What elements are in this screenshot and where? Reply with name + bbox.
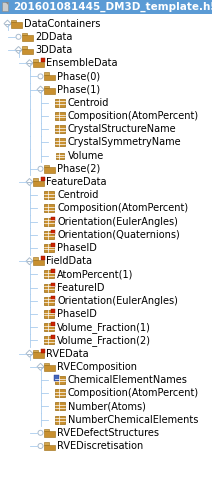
Bar [44,442,49,444]
Bar [51,309,55,313]
Text: NumberChemicalElements: NumberChemicalElements [68,414,198,424]
Bar [33,59,38,62]
Bar [55,99,65,107]
Bar [33,62,44,67]
Bar [44,88,55,94]
Text: Composition(AtomPercent): Composition(AtomPercent) [57,204,188,214]
Bar [44,444,55,450]
Bar [44,86,49,88]
Text: FeatureID: FeatureID [57,282,105,292]
Text: RVEData: RVEData [46,348,89,358]
Bar [44,244,54,252]
Text: Centroid: Centroid [57,190,98,200]
Bar [33,178,38,180]
Text: Composition(AtomPercent): Composition(AtomPercent) [68,388,199,398]
Text: ChemicalElementNames: ChemicalElementNames [68,375,188,385]
Bar [55,138,65,146]
Bar [22,46,27,48]
Bar [44,75,55,80]
Bar [44,284,54,292]
Bar [51,270,55,274]
Bar [44,323,54,331]
Text: Orientation(EulerAngles): Orientation(EulerAngles) [57,296,178,306]
Text: Phase(2): Phase(2) [57,164,100,174]
Bar [44,297,54,305]
Bar [0,0,212,14]
Text: Volume_Fraction(2): Volume_Fraction(2) [57,335,151,346]
Text: 2DData: 2DData [35,32,72,42]
Bar [55,389,65,397]
Text: CrystalSymmetryName: CrystalSymmetryName [68,138,182,147]
Bar [33,257,38,260]
Bar [11,20,16,22]
Bar [22,33,27,35]
Bar [44,429,49,432]
Text: 3DData: 3DData [35,45,72,55]
Text: CrystalStructureName: CrystalStructureName [68,124,177,134]
Bar [55,125,65,133]
Bar [51,336,55,340]
Bar [44,432,55,437]
Bar [22,36,33,41]
Bar [51,282,55,286]
Bar [33,180,44,186]
Bar [55,416,65,424]
Text: PhaseID: PhaseID [57,309,97,319]
Text: Orientation(Quaternions): Orientation(Quaternions) [57,230,180,240]
Text: AtomPercent(1): AtomPercent(1) [57,270,133,280]
Text: Volume_Fraction(1): Volume_Fraction(1) [57,322,151,332]
Text: Composition(AtomPercent): Composition(AtomPercent) [68,111,199,121]
Bar [44,218,54,226]
Polygon shape [5,2,8,5]
Text: 201601081445_DM3D_template.h5: 201601081445_DM3D_template.h5 [13,2,212,12]
Bar [44,336,54,344]
Bar [55,112,65,120]
Bar [56,152,64,158]
Bar [44,366,55,371]
Bar [54,375,59,381]
Bar [33,352,44,358]
Bar [11,22,22,28]
Bar [51,322,55,326]
Text: RVEDiscretisation: RVEDiscretisation [57,441,143,451]
Bar [51,216,55,220]
Text: EnsembleData: EnsembleData [46,58,117,68]
Bar [41,256,45,260]
Bar [1,2,8,11]
Text: Phase(1): Phase(1) [57,84,100,94]
Bar [33,260,44,265]
Bar [44,363,49,366]
Bar [41,177,45,181]
Bar [55,402,65,410]
Text: Number(Atoms): Number(Atoms) [68,402,146,411]
Bar [44,72,49,75]
Bar [33,350,38,352]
Bar [41,58,45,62]
Bar [51,296,55,300]
Text: Orientation(EulerAngles): Orientation(EulerAngles) [57,216,178,226]
Text: FieldData: FieldData [46,256,92,266]
Bar [44,168,55,173]
Text: RVEDefectStructures: RVEDefectStructures [57,428,159,438]
Bar [44,231,54,239]
Bar [44,310,54,318]
Text: PhaseID: PhaseID [57,243,97,253]
Bar [44,204,54,212]
Bar [44,165,49,168]
Bar [22,48,33,54]
Bar [51,243,55,247]
Bar [44,191,54,199]
Text: Volume: Volume [68,150,104,160]
Text: FeatureData: FeatureData [46,177,106,187]
Bar [51,230,55,234]
Text: RVEComposition: RVEComposition [57,362,137,372]
Bar [55,376,65,384]
Bar [41,348,45,352]
Text: Centroid: Centroid [68,98,109,108]
Text: DataContainers: DataContainers [24,18,100,28]
Text: Phase(0): Phase(0) [57,72,100,82]
Bar [44,270,54,278]
